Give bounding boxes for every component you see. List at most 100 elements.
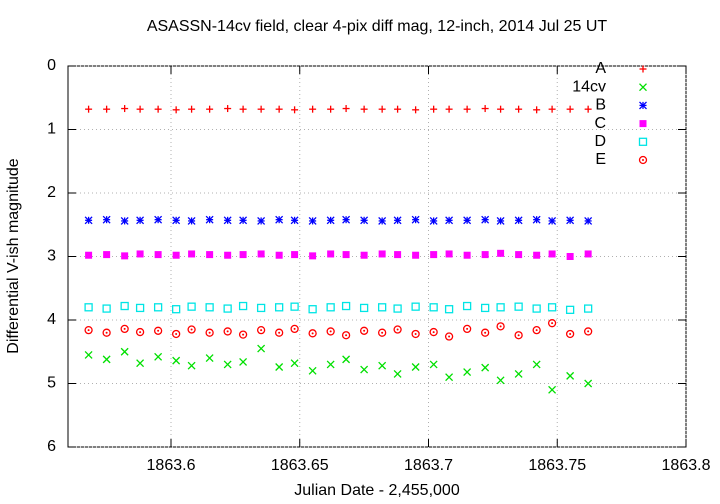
data-point xyxy=(84,216,93,225)
data-point-shape xyxy=(551,322,554,325)
data-point-shape xyxy=(341,301,351,311)
data-point xyxy=(566,216,575,225)
data-point xyxy=(187,302,196,311)
data-point-shape xyxy=(480,328,490,337)
data-point-stroke xyxy=(393,216,402,225)
chart-title: ASASSN-14cv field, clear 4-pix diff mag,… xyxy=(147,18,608,35)
data-point xyxy=(566,371,575,380)
data-point-stroke xyxy=(120,216,129,225)
data-point-stroke xyxy=(429,360,438,369)
data-point xyxy=(223,304,232,313)
x-axis-label: Julian Date - 2,455,000 xyxy=(294,482,460,499)
data-point-stroke xyxy=(102,215,111,224)
data-point xyxy=(308,366,317,375)
data-point xyxy=(378,216,387,225)
data-point-stroke xyxy=(223,216,232,225)
data-point xyxy=(481,105,489,113)
data-point-stroke xyxy=(360,216,369,225)
y-axis-label: Differential V-ish magnitude xyxy=(5,158,22,353)
data-point-stroke xyxy=(136,216,145,225)
data-point-stroke xyxy=(342,215,351,224)
data-point xyxy=(308,305,317,314)
data-point xyxy=(327,105,335,113)
data-point-shape xyxy=(327,250,335,258)
data-point xyxy=(327,250,335,258)
data-point xyxy=(257,250,265,258)
data-point xyxy=(497,105,505,113)
data-point-shape xyxy=(239,251,247,259)
data-point xyxy=(239,105,247,113)
data-point-shape xyxy=(466,327,469,330)
data-point xyxy=(308,329,317,338)
data-point xyxy=(514,370,523,378)
data-point-shape xyxy=(187,302,196,311)
data-point-shape xyxy=(445,250,453,258)
data-point-shape xyxy=(256,326,266,335)
data-point xyxy=(393,325,402,334)
x-tick-label: 1863.6 xyxy=(147,457,196,474)
data-point xyxy=(584,250,592,258)
data-point-shape xyxy=(584,327,593,336)
data-point-shape xyxy=(187,325,196,334)
data-point-shape xyxy=(154,251,162,259)
data-point-shape xyxy=(84,326,93,335)
data-point-shape xyxy=(157,329,160,332)
data-point-shape xyxy=(496,303,505,312)
data-point-stroke xyxy=(257,344,266,353)
data-point-stroke xyxy=(463,216,472,225)
data-point xyxy=(309,252,317,260)
data-point-stroke xyxy=(239,216,248,225)
data-point-shape xyxy=(462,324,472,334)
data-point xyxy=(411,302,420,311)
data-point-shape xyxy=(448,335,451,338)
data-point xyxy=(205,215,214,224)
data-point-shape xyxy=(242,333,245,336)
data-point-stroke xyxy=(187,216,196,225)
data-point xyxy=(121,252,129,260)
data-point xyxy=(566,253,574,260)
data-point-shape xyxy=(290,302,299,311)
data-point-stroke xyxy=(257,216,266,225)
data-point-shape xyxy=(206,251,214,259)
data-point xyxy=(445,216,454,225)
data-point-shape xyxy=(226,330,229,333)
data-point-stroke xyxy=(290,216,299,225)
data-point-shape xyxy=(584,304,593,313)
data-point xyxy=(136,250,144,258)
data-point-stroke xyxy=(548,216,557,225)
data-point xyxy=(515,251,523,259)
data-point xyxy=(496,322,505,331)
data-point-stroke xyxy=(308,216,317,225)
data-point xyxy=(85,251,93,259)
data-point xyxy=(223,216,232,225)
data-point xyxy=(256,303,266,313)
data-point-shape xyxy=(309,252,317,260)
data-point xyxy=(359,326,369,335)
data-point xyxy=(84,350,93,359)
data-point-shape xyxy=(499,325,502,328)
y-tick-label: 6 xyxy=(47,438,56,455)
data-point xyxy=(136,216,145,225)
data-point xyxy=(187,216,196,225)
data-point xyxy=(412,251,420,259)
data-point-shape xyxy=(274,303,284,312)
legend-label: E xyxy=(595,151,606,168)
data-point-shape xyxy=(429,303,438,312)
data-point xyxy=(515,105,523,113)
data-point-stroke xyxy=(445,373,454,382)
data-point-shape xyxy=(480,303,490,313)
data-point-shape xyxy=(359,303,369,313)
data-point-shape xyxy=(412,251,420,259)
data-point-stroke xyxy=(411,215,420,224)
data-point-shape xyxy=(514,302,523,311)
data-point-stroke xyxy=(514,216,523,225)
data-point xyxy=(326,327,335,336)
data-point xyxy=(342,251,350,259)
data-point xyxy=(290,302,299,311)
data-point xyxy=(238,301,248,311)
data-point-shape xyxy=(308,305,317,314)
data-point-shape xyxy=(153,326,163,335)
legend-label: A xyxy=(595,60,606,77)
data-point xyxy=(411,363,420,371)
